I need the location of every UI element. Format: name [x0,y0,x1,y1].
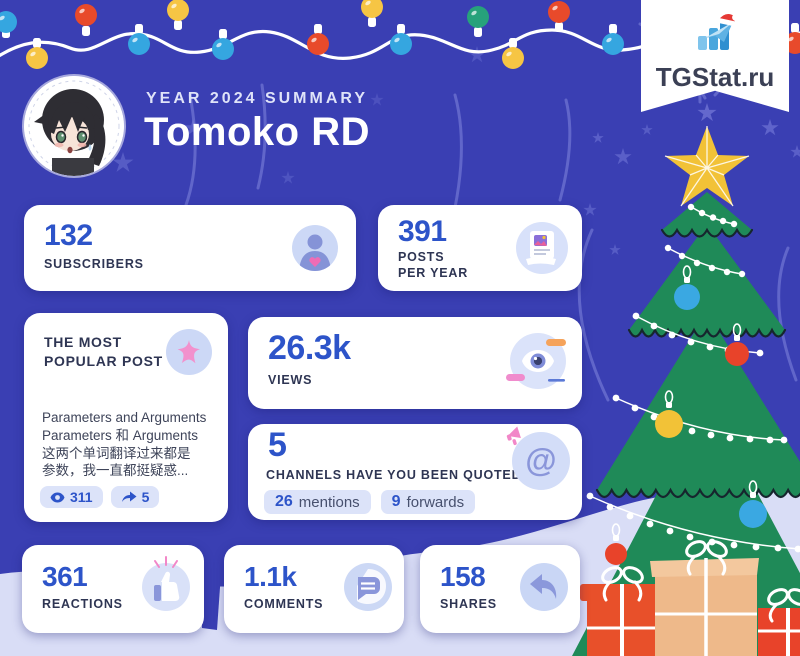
views-value: 26.3k [268,329,351,367]
reactions-card: 361 REACTIONS [22,545,204,633]
subscribers-card: 132 SUBSCRIBERS [24,205,356,291]
reactions-label: REACTIONS [42,597,123,611]
gift-boxes [580,540,800,656]
mentions-pill: 26 mentions [264,490,371,514]
star-icon [166,329,212,375]
tree-bead-garlands [586,203,800,553]
christmas-tree [572,126,800,656]
brand-name: TGStat.ru [655,62,775,92]
gift-box-tan [650,540,759,656]
quoted-card: 5 CHANNELS HAVE YOU BEEN QUOTED 26 mentio… [248,424,582,520]
gift-box-red-left [580,566,672,656]
posts-label: POSTS PER YEAR [398,250,469,281]
shares-card: 158 SHARES [420,545,580,633]
channel-title: Tomoko RD [144,110,370,154]
speech-bubble-icon [344,563,392,611]
reactions-value: 361 [42,561,88,592]
popular-post-text: Parameters and Arguments Parameters 和 Ar… [42,410,207,479]
thumbs-up-icon [142,556,190,611]
subscribers-label: SUBSCRIBERS [44,257,144,271]
subscribers-value: 132 [44,219,93,252]
comments-value: 1.1k [244,561,297,592]
svg-text:@: @ [525,442,556,478]
forwards-badge: 5 [110,486,160,508]
post-document-icon [516,222,568,274]
tree-star-topper [664,126,750,207]
posts-value: 391 [398,215,447,248]
reply-arrow-icon [520,563,568,611]
forwards-pill: 9 forwards [380,490,476,514]
tree-ornaments [605,265,767,565]
at-mention-icon: @ [506,426,570,490]
views-card: 26.3k VIEWS [248,317,582,409]
forward-badge-icon [121,491,137,502]
quoted-label: CHANNELS HAVE YOU BEEN QUOTED [266,468,522,482]
comments-card: 1.1k COMMENTS [224,545,404,633]
light-bulbs [0,0,800,69]
posts-card: 391 POSTS PER YEAR [378,205,582,291]
megaphone-icon [506,426,521,446]
comments-label: COMMENTS [244,597,324,611]
eye-badge-icon [50,492,65,502]
gift-box-red-right [758,588,800,656]
channel-avatar [24,76,124,176]
shares-value: 158 [440,561,486,592]
shares-label: SHARES [440,597,497,611]
eye-icon [506,333,566,389]
santa-hat-icon [715,13,739,26]
views-label: VIEWS [268,373,313,387]
popular-post-title: THE MOST POPULAR POST [44,334,163,369]
popular-post-card: THE MOST POPULAR POST Parameters and Arg… [24,313,228,522]
tgstat-logo-icon [698,13,739,50]
summary-eyebrow: YEAR 2024 SUMMARY [146,90,369,107]
views-badge: 311 [40,486,103,508]
person-heart-icon [292,225,338,271]
quoted-value: 5 [268,426,287,464]
